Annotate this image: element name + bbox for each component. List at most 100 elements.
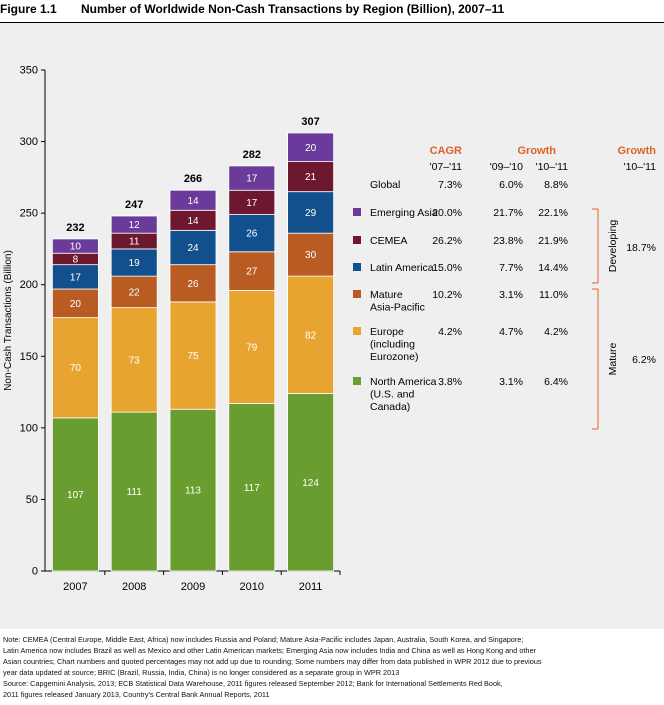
x-tick-label: 2011	[299, 581, 323, 593]
bar-segment	[287, 393, 335, 572]
stacked-bar-chart: 0 50 100 150 200 250 300 350 Non-Cash Transactio…	[3, 65, 657, 594]
table-header-growth-right: Growth	[618, 145, 657, 157]
bar-segment	[110, 215, 158, 234]
bar-value-label: 24	[187, 243, 199, 254]
bar-value-label: 26	[187, 279, 199, 290]
legend-swatch	[353, 377, 361, 385]
bar-segment	[228, 214, 276, 253]
row-label: Mature	[370, 289, 403, 301]
note-line: Latin America now includes Brazil as wel…	[3, 646, 536, 655]
bar-value-label: 21	[305, 172, 317, 183]
row-growth-1011: 8.8%	[544, 179, 568, 191]
row-growth-1011: 4.2%	[544, 326, 568, 338]
row-label: North America	[370, 376, 437, 388]
bar-value-label: 79	[246, 342, 258, 353]
y-tick-label: 350	[20, 65, 38, 77]
row-cagr: 15.0%	[432, 262, 462, 274]
bar-segment	[169, 408, 217, 572]
bar-value-label: 82	[305, 330, 317, 341]
bar-segment	[169, 229, 217, 266]
bar-value-label: 19	[129, 258, 141, 269]
row-label: (U.S. and	[370, 389, 415, 401]
row-cagr: 4.2%	[438, 326, 462, 338]
bar-value-label: 20	[305, 143, 317, 154]
bar-value-label: 26	[246, 229, 258, 240]
bar-segment	[52, 317, 99, 419]
legend-swatch	[353, 327, 361, 335]
bar-total-label: 247	[125, 199, 143, 211]
row-cagr: 3.8%	[438, 376, 462, 388]
bar-value-label: 8	[73, 254, 79, 265]
chart-note: Note: CEMEA (Central Europe, Middle East…	[3, 634, 661, 700]
bar-value-label: 27	[246, 267, 258, 278]
figure-number: Figure 1.1	[0, 2, 57, 16]
y-tick-label: 150	[20, 351, 38, 363]
bar-segment	[228, 290, 276, 404]
bar-segment	[228, 251, 276, 291]
row-growth-0910: 6.0%	[499, 179, 523, 191]
figure-title: Number of Worldwide Non-Cash Transaction…	[81, 2, 505, 16]
bar-segment	[228, 165, 276, 191]
legend-swatch	[353, 263, 361, 271]
bar-value-label: 14	[187, 216, 199, 227]
bar-value-label: 14	[187, 196, 199, 207]
group-growth: 6.2%	[632, 354, 656, 366]
figure-title-bar: Figure 1.1 Number of Worldwide Non-Cash …	[0, 0, 664, 23]
bar-value-label: 124	[302, 478, 319, 489]
table-header-growth: Growth	[518, 145, 557, 157]
bar-total-label: 282	[243, 149, 261, 161]
note-line: Note: CEMEA (Central Europe, Middle East…	[3, 635, 524, 644]
bar-segment	[287, 132, 335, 163]
bar-segment	[52, 238, 99, 254]
row-label: Eurozone)	[370, 351, 418, 363]
bar-value-label: 29	[305, 208, 317, 219]
row-cagr: 10.2%	[432, 289, 462, 301]
note-line: Asian countries; Chart numbers and quote…	[3, 657, 542, 666]
y-tick-label: 50	[26, 494, 38, 506]
bar-value-label: 70	[70, 363, 82, 374]
bar-segment	[228, 403, 276, 572]
row-growth-0910: 21.7%	[493, 207, 523, 219]
table-header-right-period: '10–'11	[624, 161, 657, 173]
legend-swatch	[353, 290, 361, 298]
bar-value-label: 20	[70, 299, 82, 310]
bar-total-label: 266	[184, 173, 202, 185]
bar-segment	[169, 189, 217, 211]
row-label: Canada)	[370, 401, 410, 413]
bar-segment	[169, 264, 217, 303]
bar-value-label: 17	[246, 174, 258, 185]
y-tick-label: 0	[32, 566, 38, 578]
bar-value-label: 10	[70, 242, 82, 253]
bar-value-label: 111	[127, 487, 143, 498]
row-cagr: 7.3%	[438, 179, 462, 191]
row-growth-0910: 3.1%	[499, 289, 523, 301]
row-label: CEMEA	[370, 235, 407, 247]
group-growth: 18.7%	[626, 242, 656, 254]
bar-segment	[287, 191, 335, 234]
y-tick-label: 250	[20, 208, 38, 220]
group-label: Mature	[607, 343, 619, 376]
row-label: Emerging Asia	[370, 207, 438, 219]
note-line: 2011 figures released January 2013, Coun…	[3, 690, 270, 699]
row-growth-0910: 4.7%	[499, 326, 523, 338]
x-tick-label: 2009	[181, 581, 205, 593]
note-line: Source: Capgemini Analysis, 2013; ECB St…	[3, 679, 503, 688]
bar-value-label: 113	[185, 486, 201, 497]
row-growth-0910: 7.7%	[499, 262, 523, 274]
row-growth-0910: 3.1%	[499, 376, 523, 388]
row-label: (including	[370, 339, 415, 351]
group-label: Developing	[607, 220, 619, 273]
bar-total-label: 307	[301, 116, 319, 128]
chart-panel: 0 50 100 150 200 250 300 350 Non-Cash Transactio…	[0, 23, 664, 629]
row-cagr: 20.0%	[432, 207, 462, 219]
row-growth-1011: 11.0%	[539, 289, 568, 301]
row-cagr: 26.2%	[432, 235, 462, 247]
row-growth-0910: 23.8%	[493, 235, 523, 247]
note-line: year data updated at source; BRIC (Brazi…	[3, 668, 400, 677]
table-header-growth-0910: '09–'10	[490, 161, 523, 173]
bar-value-label: 107	[67, 490, 84, 501]
bar-segment	[287, 275, 335, 394]
bar-segment	[287, 232, 335, 277]
bar-segment	[110, 411, 158, 572]
bar-value-label: 75	[187, 351, 199, 362]
